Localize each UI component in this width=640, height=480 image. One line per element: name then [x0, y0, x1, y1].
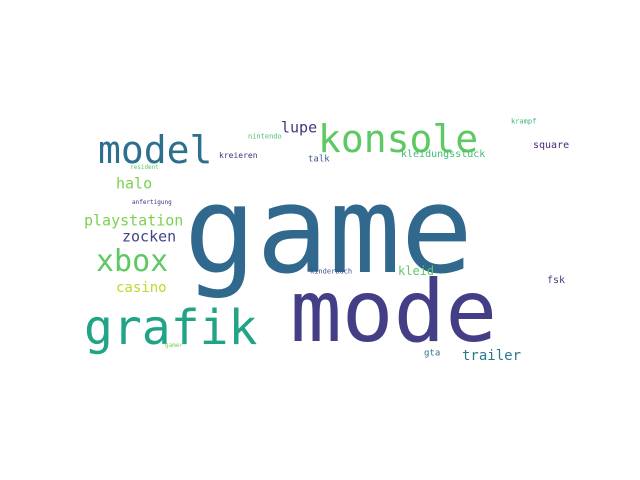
word-casino: casino [116, 280, 167, 296]
word-game: game [184, 162, 473, 301]
word-anfertigung: anfertigung [132, 199, 172, 206]
word-talk: talk [308, 154, 330, 165]
word-mode: mode [290, 262, 498, 362]
word-model: model [98, 128, 213, 172]
word-krampf: krampf [511, 117, 537, 126]
word-kleidungsstuck: kleidungsstuck [401, 149, 486, 160]
word-trailer: trailer [462, 348, 522, 364]
word-fsk: fsk [547, 275, 566, 286]
word-nintendo: nintendo [248, 132, 282, 141]
word-lupe: lupe [281, 118, 318, 137]
word-halo: halo [116, 174, 153, 193]
word-gamer: gamer [165, 342, 184, 349]
word-kinderbuch: kinderbuch [310, 267, 353, 276]
word-grafik: grafik [84, 300, 258, 356]
word-playstation: playstation [84, 211, 184, 230]
word-kleid: kleid [398, 264, 435, 278]
word-square: square [533, 140, 570, 151]
word-kreieren: kreieren [219, 151, 258, 160]
word-xbox: xbox [96, 244, 169, 279]
word-konsole: konsole [318, 117, 479, 161]
word-gta: gta [424, 348, 441, 359]
word-zocken: zocken [122, 227, 177, 246]
word-resident: resident [130, 164, 159, 171]
